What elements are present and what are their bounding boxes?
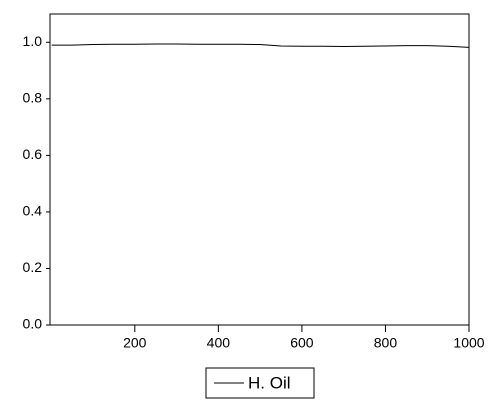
y-tick-label: 0.6: [23, 146, 43, 162]
legend-label: H. Oil: [248, 373, 291, 392]
x-tick-label: 200: [123, 335, 147, 351]
y-tick-label: 0.0: [23, 316, 43, 332]
plot-frame: [49, 13, 470, 326]
x-tick-label: 1000: [453, 335, 484, 351]
x-tick-label: 800: [374, 335, 398, 351]
y-tick-label: 0.2: [23, 259, 43, 275]
y-tick-label: 0.8: [23, 90, 43, 106]
y-tick-label: 1.0: [23, 33, 43, 49]
x-tick-label: 400: [207, 335, 231, 351]
series-line: [51, 43, 470, 48]
x-tick-label: 600: [290, 335, 314, 351]
y-tick-label: 0.4: [23, 203, 43, 219]
